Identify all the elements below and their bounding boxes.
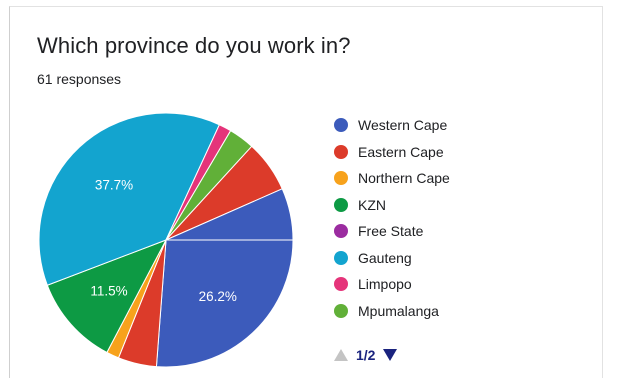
- legend-label: Limpopo: [358, 276, 412, 293]
- legend-item: Free State: [334, 218, 450, 245]
- response-count: 61 responses: [37, 71, 122, 87]
- slice-percentage-label: 11.5%: [90, 284, 127, 299]
- legend-label: Eastern Cape: [358, 143, 444, 160]
- legend-item: Limpopo: [334, 271, 450, 298]
- legend-label: Western Cape: [358, 117, 448, 134]
- pie-slice-western-cape: [165, 188, 294, 241]
- legend-label: Gauteng: [358, 249, 412, 266]
- legend-swatch: [334, 224, 348, 239]
- previous-page-icon: [334, 349, 348, 361]
- slice-percentage-label: 37.7%: [95, 177, 133, 192]
- legend-swatch: [334, 171, 348, 186]
- legend-swatch: [334, 277, 348, 292]
- legend-item: Gauteng: [334, 245, 450, 272]
- legend-swatch: [334, 118, 348, 133]
- legend-item: KZN: [334, 192, 450, 219]
- slice-percentage-label: 26.2%: [199, 289, 237, 304]
- pie-slice-western-cape: [155, 239, 294, 368]
- legend-label: Free State: [358, 223, 424, 240]
- legend-swatch: [334, 250, 348, 265]
- legend-label: Mpumalanga: [358, 302, 439, 319]
- legend-item: Mpumalanga: [334, 298, 450, 325]
- legend-swatch: [334, 303, 348, 318]
- pie-slice-kzn: [46, 239, 168, 354]
- next-page-button[interactable]: [383, 349, 398, 361]
- legend-swatch: [334, 197, 348, 212]
- pie-slice-gauteng: [38, 112, 221, 286]
- legend-label: Northern Cape: [358, 170, 450, 187]
- legend-item: Eastern Cape: [334, 139, 450, 166]
- legend-label: KZN: [358, 196, 386, 213]
- page-indicator: 1/2: [356, 347, 376, 363]
- legend-item: Western Cape: [334, 112, 450, 139]
- chart-title: Which province do you work in?: [37, 33, 351, 58]
- legend: Western Cape Eastern Cape Northern Cape KZN…: [334, 112, 450, 324]
- legend-item: Northern Cape: [334, 165, 450, 192]
- legend-pager: 1/2: [334, 347, 398, 363]
- legend-swatch: [334, 144, 348, 159]
